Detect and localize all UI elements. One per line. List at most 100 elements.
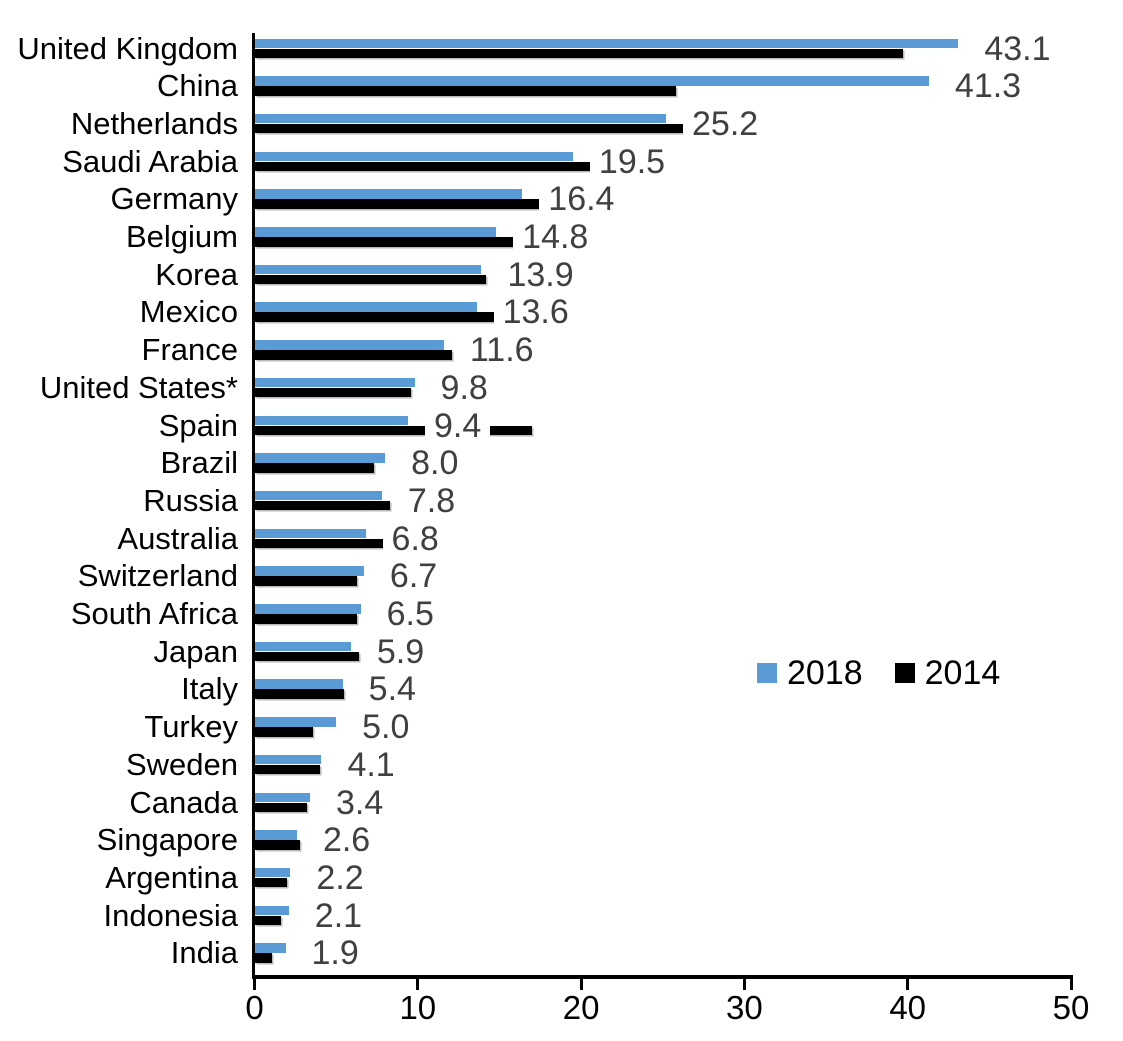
bar-2014 xyxy=(254,614,358,624)
bar-2018 xyxy=(254,302,477,312)
bar-2018 xyxy=(254,227,497,237)
category-label: Brazil xyxy=(160,445,238,481)
category-label: Singapore xyxy=(96,822,238,858)
category-label: France xyxy=(141,332,238,368)
bar-2014 xyxy=(254,915,281,926)
bar-2014 xyxy=(254,161,601,172)
value-label: 5.0 xyxy=(353,709,419,746)
x-axis-tick xyxy=(579,979,583,990)
value-label: 6.8 xyxy=(382,520,448,557)
category-label: Saudi Arabia xyxy=(62,143,238,179)
category-label: Netherlands xyxy=(70,105,238,141)
value-label: 2.1 xyxy=(305,897,372,934)
bar-2018 xyxy=(254,905,289,916)
value-label: 5.4 xyxy=(359,671,425,708)
value-label: 1.9 xyxy=(302,935,368,972)
x-axis-tick-label: 30 xyxy=(726,989,763,1026)
x-axis-tick-label: 50 xyxy=(1052,989,1090,1026)
value-label: 16.4 xyxy=(539,181,624,218)
bar-2018 xyxy=(254,340,444,350)
value-label: 6.5 xyxy=(377,596,443,632)
bar-2018 xyxy=(254,453,386,463)
x-axis-tick xyxy=(1069,979,1073,990)
bar-2018 xyxy=(254,490,382,501)
bar-2018 xyxy=(254,943,286,953)
bar-2014 xyxy=(254,764,320,775)
x-axis-tick-label: 10 xyxy=(399,989,437,1026)
x-axis-tick-label: 40 xyxy=(889,989,927,1026)
bar-2014 xyxy=(254,387,412,398)
bar-2014 xyxy=(254,538,412,549)
value-label: 19.5 xyxy=(589,143,675,180)
value-label: 7.8 xyxy=(398,482,465,519)
category-label: Argentina xyxy=(105,859,238,895)
bar-2018 xyxy=(254,641,351,652)
value-label: 5.9 xyxy=(367,633,434,670)
value-label: 14.8 xyxy=(513,219,598,255)
category-label: Turkey xyxy=(144,709,238,745)
bar-2018 xyxy=(254,604,361,614)
legend-label: 2018 xyxy=(787,654,863,692)
category-label: United States* xyxy=(39,369,238,405)
category-label: Switzerland xyxy=(77,558,238,594)
bar-2014 xyxy=(254,802,307,812)
legend: 2018 2014 xyxy=(757,654,1000,692)
x-axis-tick xyxy=(742,979,746,990)
bar-2018 xyxy=(254,113,667,124)
bar-2014 xyxy=(254,86,676,96)
value-label: 41.3 xyxy=(945,68,1031,105)
category-label: Indonesia xyxy=(103,897,238,933)
bar-2014 xyxy=(254,576,358,586)
category-label: Japan xyxy=(153,633,238,669)
bar-2014 xyxy=(254,312,497,322)
value-label: 11.6 xyxy=(460,332,543,369)
bar-2018 xyxy=(254,754,322,765)
category-label: Sweden xyxy=(125,746,238,782)
y-axis-line xyxy=(252,33,255,978)
bar-2018 xyxy=(254,415,408,425)
x-axis-tick-label: 0 xyxy=(245,989,264,1026)
value-label: 2.6 xyxy=(313,822,380,859)
bar-2018 xyxy=(254,189,523,199)
category-label: India xyxy=(170,935,238,971)
bar-2014 xyxy=(254,425,533,435)
x-axis-tick-label: 20 xyxy=(562,989,600,1026)
x-axis-tick xyxy=(906,979,910,990)
value-label: 43.1 xyxy=(975,30,1060,67)
category-label: United Kingdom xyxy=(17,30,238,66)
x-axis-line xyxy=(252,975,1073,979)
bar-2014 xyxy=(254,237,534,247)
value-label: 13.9 xyxy=(498,256,583,293)
bar-2014 xyxy=(254,199,547,209)
bar-2014 xyxy=(254,840,301,850)
legend-label: 2014 xyxy=(924,654,1001,692)
bar-2014 xyxy=(254,953,273,963)
category-label: Russia xyxy=(143,482,238,518)
value-label: 9.4 xyxy=(425,407,491,444)
category-label: Belgium xyxy=(126,219,238,254)
bar-2014 xyxy=(254,274,487,285)
bar-2014 xyxy=(254,350,453,360)
bar-2014 xyxy=(254,651,359,662)
bar-2018 xyxy=(254,792,311,802)
value-label: 3.4 xyxy=(327,784,393,821)
value-label: 8.0 xyxy=(402,445,468,482)
category-label: China xyxy=(157,68,238,104)
value-label: 2.2 xyxy=(307,859,373,896)
bar-2018 xyxy=(254,679,343,689)
bar-2018 xyxy=(254,151,573,162)
x-axis-tick xyxy=(253,979,256,990)
legend-swatch-2014 xyxy=(894,663,915,683)
bar-2018 xyxy=(254,717,337,727)
legend-item-2018: 2018 xyxy=(757,654,863,692)
bar-2014 xyxy=(254,689,345,699)
value-label: 4.1 xyxy=(338,746,404,783)
bar-2014 xyxy=(254,123,684,134)
category-label: Italy xyxy=(181,671,238,707)
value-label: 9.8 xyxy=(431,369,497,406)
category-label: Germany xyxy=(110,181,238,217)
value-label: 6.7 xyxy=(380,558,447,595)
category-label: Australia xyxy=(117,520,238,556)
bar-2018 xyxy=(254,566,364,576)
